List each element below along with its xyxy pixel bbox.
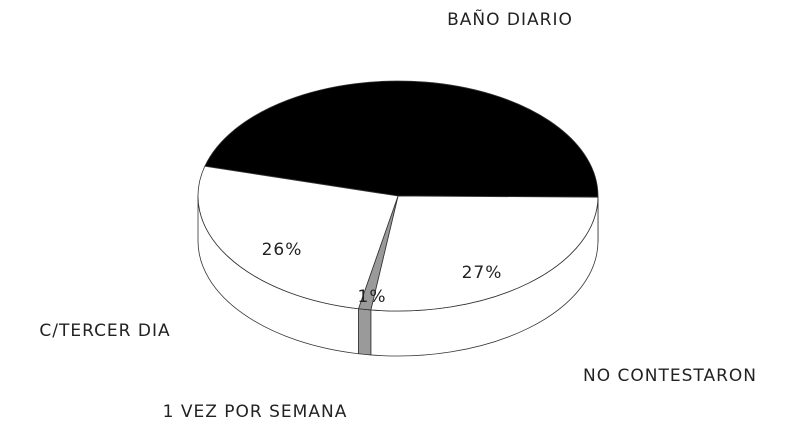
slice-label: NO CONTESTARON: [583, 366, 757, 386]
value-label: 27%: [462, 263, 503, 283]
pie-slice: [204, 80, 599, 198]
pie-slice: [370, 195, 599, 312]
slice-label: C/TERCER DIA: [39, 321, 170, 341]
value-label: 26%: [262, 240, 303, 260]
slice-label: 1 VEZ POR SEMANA: [163, 402, 348, 422]
slice-label: BAÑO DIARIO: [447, 8, 573, 30]
pie-slice: [197, 165, 399, 310]
pie-side: [358, 308, 372, 356]
value-label: 1%: [358, 287, 387, 307]
